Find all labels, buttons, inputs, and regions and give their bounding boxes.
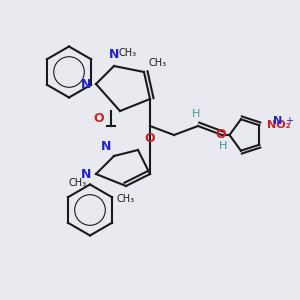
Text: +: + xyxy=(285,116,293,126)
Text: NO₂: NO₂ xyxy=(267,120,290,130)
Text: N: N xyxy=(81,77,92,91)
Text: CH₃: CH₃ xyxy=(118,49,136,58)
Text: CH₃: CH₃ xyxy=(69,178,87,188)
Text: N: N xyxy=(109,49,119,62)
Text: N: N xyxy=(100,140,111,153)
Text: O: O xyxy=(144,133,154,146)
Text: O: O xyxy=(93,112,104,125)
Text: H: H xyxy=(192,110,201,119)
Text: N: N xyxy=(81,167,92,181)
Text: CH₃: CH₃ xyxy=(148,58,166,68)
Text: O: O xyxy=(215,128,226,142)
Text: N: N xyxy=(273,116,282,126)
Text: H: H xyxy=(219,141,228,151)
Text: CH₃: CH₃ xyxy=(117,194,135,203)
